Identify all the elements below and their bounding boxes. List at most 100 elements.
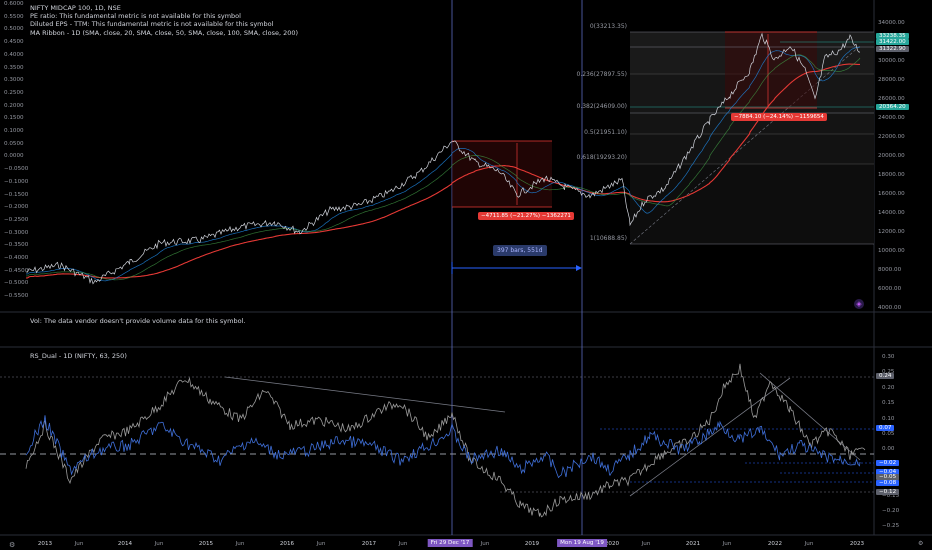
time-axis-tick: Jun [398, 541, 408, 547]
time-axis-tick: Jun [641, 541, 651, 547]
left-axis-tick: 0.5000 [4, 26, 24, 33]
time-axis-tick: 2016 [279, 541, 295, 547]
time-axis-tick: Jun [154, 541, 164, 547]
left-axis-tick: −0.0500 [4, 166, 29, 173]
price-axis-tick: 14000.00 [878, 210, 905, 216]
rs-tag: 0.07 [876, 425, 895, 431]
left-axis-tick: −0.3500 [4, 242, 29, 249]
ma-ribbon-legend[interactable]: MA Ribbon - 1D (SMA, close, 20, SMA, clo… [30, 28, 299, 37]
rs-long-line[interactable] [25, 363, 866, 518]
measure-label-2018[interactable]: −4711.85 (−21.27%) −1362271 [478, 212, 574, 220]
rs-axis-tick: −0.25 [882, 523, 900, 530]
time-axis-tick: Jun [235, 541, 245, 547]
ma-100-line[interactable] [25, 54, 861, 281]
time-highlight-end: Mon 19 Aug '19 [557, 539, 607, 547]
rs-axis-tick: −0.15 [882, 492, 900, 499]
left-axis-tick: 0.4500 [4, 39, 24, 46]
left-axis-tick: −0.1000 [4, 178, 29, 185]
price-axis-tick: 24000.00 [878, 115, 905, 121]
price-axis-tick: 6000.00 [878, 286, 902, 292]
rs-axis-tick: −0.20 [882, 508, 900, 514]
time-axis-tick: Jun [722, 541, 732, 547]
time-axis-tick: Jun [480, 541, 490, 547]
price-axis-tick: 12000.00 [878, 229, 905, 235]
rs-trendline[interactable] [224, 376, 506, 413]
measure-label-2022[interactable]: −7884.10 (−24.14%) −1159654 [731, 113, 827, 121]
rs-axis-tick: 0.30 [882, 354, 895, 360]
left-axis-tick: −0.4500 [4, 267, 29, 274]
auto-scale-button[interactable]: ⚙ [918, 540, 924, 547]
price-axis-tick: 20000.00 [878, 153, 905, 159]
time-axis-tick: 2023 [849, 541, 865, 547]
rs-pane[interactable] [0, 363, 874, 518]
price-axis-tick: 26000.00 [878, 96, 905, 102]
date-range-arrow[interactable] [451, 262, 582, 274]
rs-axis-tick: 0.10 [882, 415, 895, 422]
rs-trendline[interactable] [629, 377, 791, 497]
eps-note: Diluted EPS - TTM: This fundamental metr… [30, 20, 274, 29]
rs-trendline[interactable] [759, 372, 861, 461]
fib-level-label: 0.5(21951.10) [584, 129, 627, 136]
time-axis-tick: 2021 [685, 541, 701, 547]
settings-gear-icon[interactable]: ⚙ [9, 541, 16, 549]
left-axis-tick: −0.4000 [4, 255, 29, 261]
price-axis-tick: 34000.00 [878, 20, 905, 26]
ma-50-line[interactable] [25, 46, 861, 282]
time-axis-tick: Jun [804, 541, 814, 547]
rs-tag: −0.12 [876, 489, 900, 495]
price-tag: 31322.90 [876, 46, 909, 52]
time-axis-tick: 2020 [604, 541, 620, 547]
time-axis-tick: 2014 [117, 541, 133, 547]
time-axis-tick: 2022 [767, 541, 783, 547]
fib-level-label: 0.236(27897.55) [576, 71, 628, 78]
price-line[interactable] [25, 32, 861, 285]
time-highlight-start: Fri 29 Dec '17 [427, 539, 473, 547]
rs-short-line[interactable] [25, 415, 861, 479]
time-axis-tick: 2019 [524, 541, 540, 547]
rs-tag: −0.02 [876, 460, 900, 466]
rs-axis-tick: 0.15 [882, 400, 895, 407]
price-axis-tick: 28000.00 [878, 77, 905, 83]
rs-axis-tick: 0.25 [882, 369, 894, 375]
price-axis-tick: 30000.00 [878, 58, 905, 64]
left-axis-tick: 0.4000 [4, 51, 24, 58]
left-axis-tick: −0.1500 [4, 191, 29, 198]
rs-axis-tick: 0.00 [882, 446, 895, 453]
left-axis-tick: 0.3500 [4, 64, 24, 71]
price-axis-tick: 8000.00 [878, 267, 902, 273]
drawdown-box-2022[interactable] [725, 31, 817, 109]
left-axis-tick: 0.2000 [4, 102, 24, 109]
goto-realtime-icon[interactable]: ◈ [854, 299, 864, 309]
rs-tag: −0.05 [876, 474, 900, 480]
price-axis-tick: 16000.00 [878, 191, 905, 197]
price-axis-tick: 10000.00 [878, 248, 905, 254]
ma-200-line[interactable] [25, 63, 860, 279]
left-axis-tick: 0.0000 [4, 153, 24, 160]
rs-axis-tick: 0.05 [882, 431, 895, 437]
rs-tag: 0.24 [876, 373, 895, 379]
left-axis-tick: −0.2500 [4, 216, 29, 223]
price-axis-tick: 4000.00 [878, 305, 902, 311]
rs-indicator-legend[interactable]: RS_Dual - 1D (NIFTY, 63, 250) [30, 352, 127, 360]
date-range-label[interactable]: 397 bars, 551d [493, 245, 547, 256]
left-axis-tick: 0.3000 [4, 77, 24, 84]
left-axis-tick: −0.5500 [4, 293, 29, 300]
left-axis-tick: 0.6000 [4, 1, 24, 7]
chart-legend: NIFTY MIDCAP 100, 1D, NSE PE ratio: This… [30, 4, 298, 37]
left-axis-tick: 0.5500 [4, 13, 24, 20]
pe-ratio-note: PE ratio: This fundamental metric is not… [30, 12, 241, 21]
price-tag: 31422.00 [876, 39, 909, 45]
left-axis-tick: 0.1500 [4, 115, 24, 122]
time-axis-tick: 2017 [361, 541, 377, 547]
symbol-title[interactable]: NIFTY MIDCAP 100, 1D, NSE [30, 4, 121, 12]
time-axis-tick: Jun [316, 541, 326, 547]
left-axis-tick: 0.0500 [4, 140, 24, 147]
fib-level-label: 0(33213.35) [589, 23, 627, 30]
price-axis-tick: 22000.00 [878, 134, 905, 140]
fib-level-label: 1(10688.85) [589, 235, 627, 242]
rs-tag: −0.08 [876, 480, 900, 486]
volume-note: Vol: The data vendor doesn't provide vol… [30, 317, 246, 325]
left-axis-tick: −0.2000 [4, 204, 29, 211]
